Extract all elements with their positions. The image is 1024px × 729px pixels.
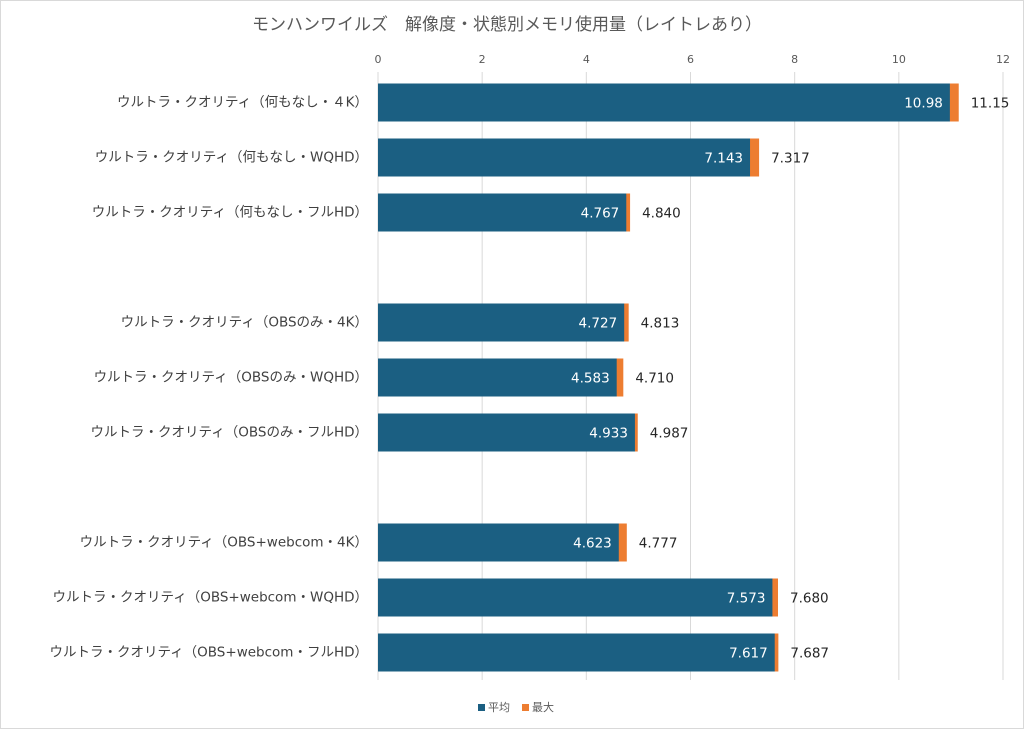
legend-label: 最大: [532, 700, 554, 714]
data-label: 4.777: [639, 536, 678, 552]
bar: [378, 523, 619, 562]
data-label: 7.687: [790, 646, 829, 662]
x-tick-label: 10: [892, 53, 906, 66]
bar: [378, 578, 773, 617]
data-label: 4.623: [573, 536, 612, 552]
data-label: 4.933: [589, 426, 628, 442]
bar: [378, 193, 627, 232]
chart-title: モンハンワイルズ 解像度・状態別メモリ使用量（レイトレあり）: [252, 14, 762, 35]
y-tick-label: ウルトラ・クオリティ（OBS+webcom・WQHD）: [53, 590, 369, 606]
x-tick-label: 12: [996, 53, 1010, 66]
data-label: 10.98: [904, 96, 943, 112]
x-tick-label: 4: [583, 53, 590, 66]
data-label: 4.583: [571, 371, 610, 387]
data-label: 4.840: [642, 206, 681, 222]
y-tick-label: ウルトラ・クオリティ（OBS+webcom・フルHD）: [49, 645, 368, 661]
x-tick-label: 2: [479, 53, 486, 66]
data-label: 4.710: [635, 371, 674, 387]
y-tick-label: ウルトラ・クオリティ（OBSのみ・フルHD）: [91, 425, 368, 441]
x-tick-label: 0: [375, 53, 382, 66]
bar: [378, 83, 950, 122]
data-label: 4.987: [650, 426, 689, 442]
y-tick-label: ウルトラ・クオリティ（何もなし・WQHD）: [95, 150, 368, 166]
data-label: 4.813: [641, 316, 680, 332]
legend-swatch: [522, 704, 529, 711]
y-tick-label: ウルトラ・クオリティ（何もなし・４K）: [117, 95, 368, 111]
bar: [378, 358, 617, 397]
legend-swatch: [478, 704, 485, 711]
y-tick-label: ウルトラ・クオリティ（OBSのみ・WQHD）: [94, 370, 368, 386]
x-tick-label: 8: [791, 53, 798, 66]
data-label: 7.143: [704, 151, 743, 167]
y-tick-label: ウルトラ・クオリティ（何もなし・フルHD）: [92, 205, 368, 221]
bar: [378, 303, 625, 342]
data-label: 7.680: [790, 591, 829, 607]
data-label: 4.767: [581, 206, 620, 222]
bar: [378, 633, 775, 672]
data-label: 7.617: [729, 646, 768, 662]
bar: [378, 138, 751, 177]
data-label: 7.317: [771, 151, 810, 167]
x-tick-label: 6: [687, 53, 694, 66]
data-label: 4.727: [579, 316, 618, 332]
legend-label: 平均: [488, 701, 510, 714]
data-label: 7.573: [727, 591, 766, 607]
bar: [378, 413, 635, 452]
y-tick-label: ウルトラ・クオリティ（OBS+webcom・4K）: [80, 535, 368, 551]
y-tick-label: ウルトラ・クオリティ（OBSのみ・4K）: [121, 315, 368, 331]
data-label: 11.15: [971, 96, 1010, 112]
